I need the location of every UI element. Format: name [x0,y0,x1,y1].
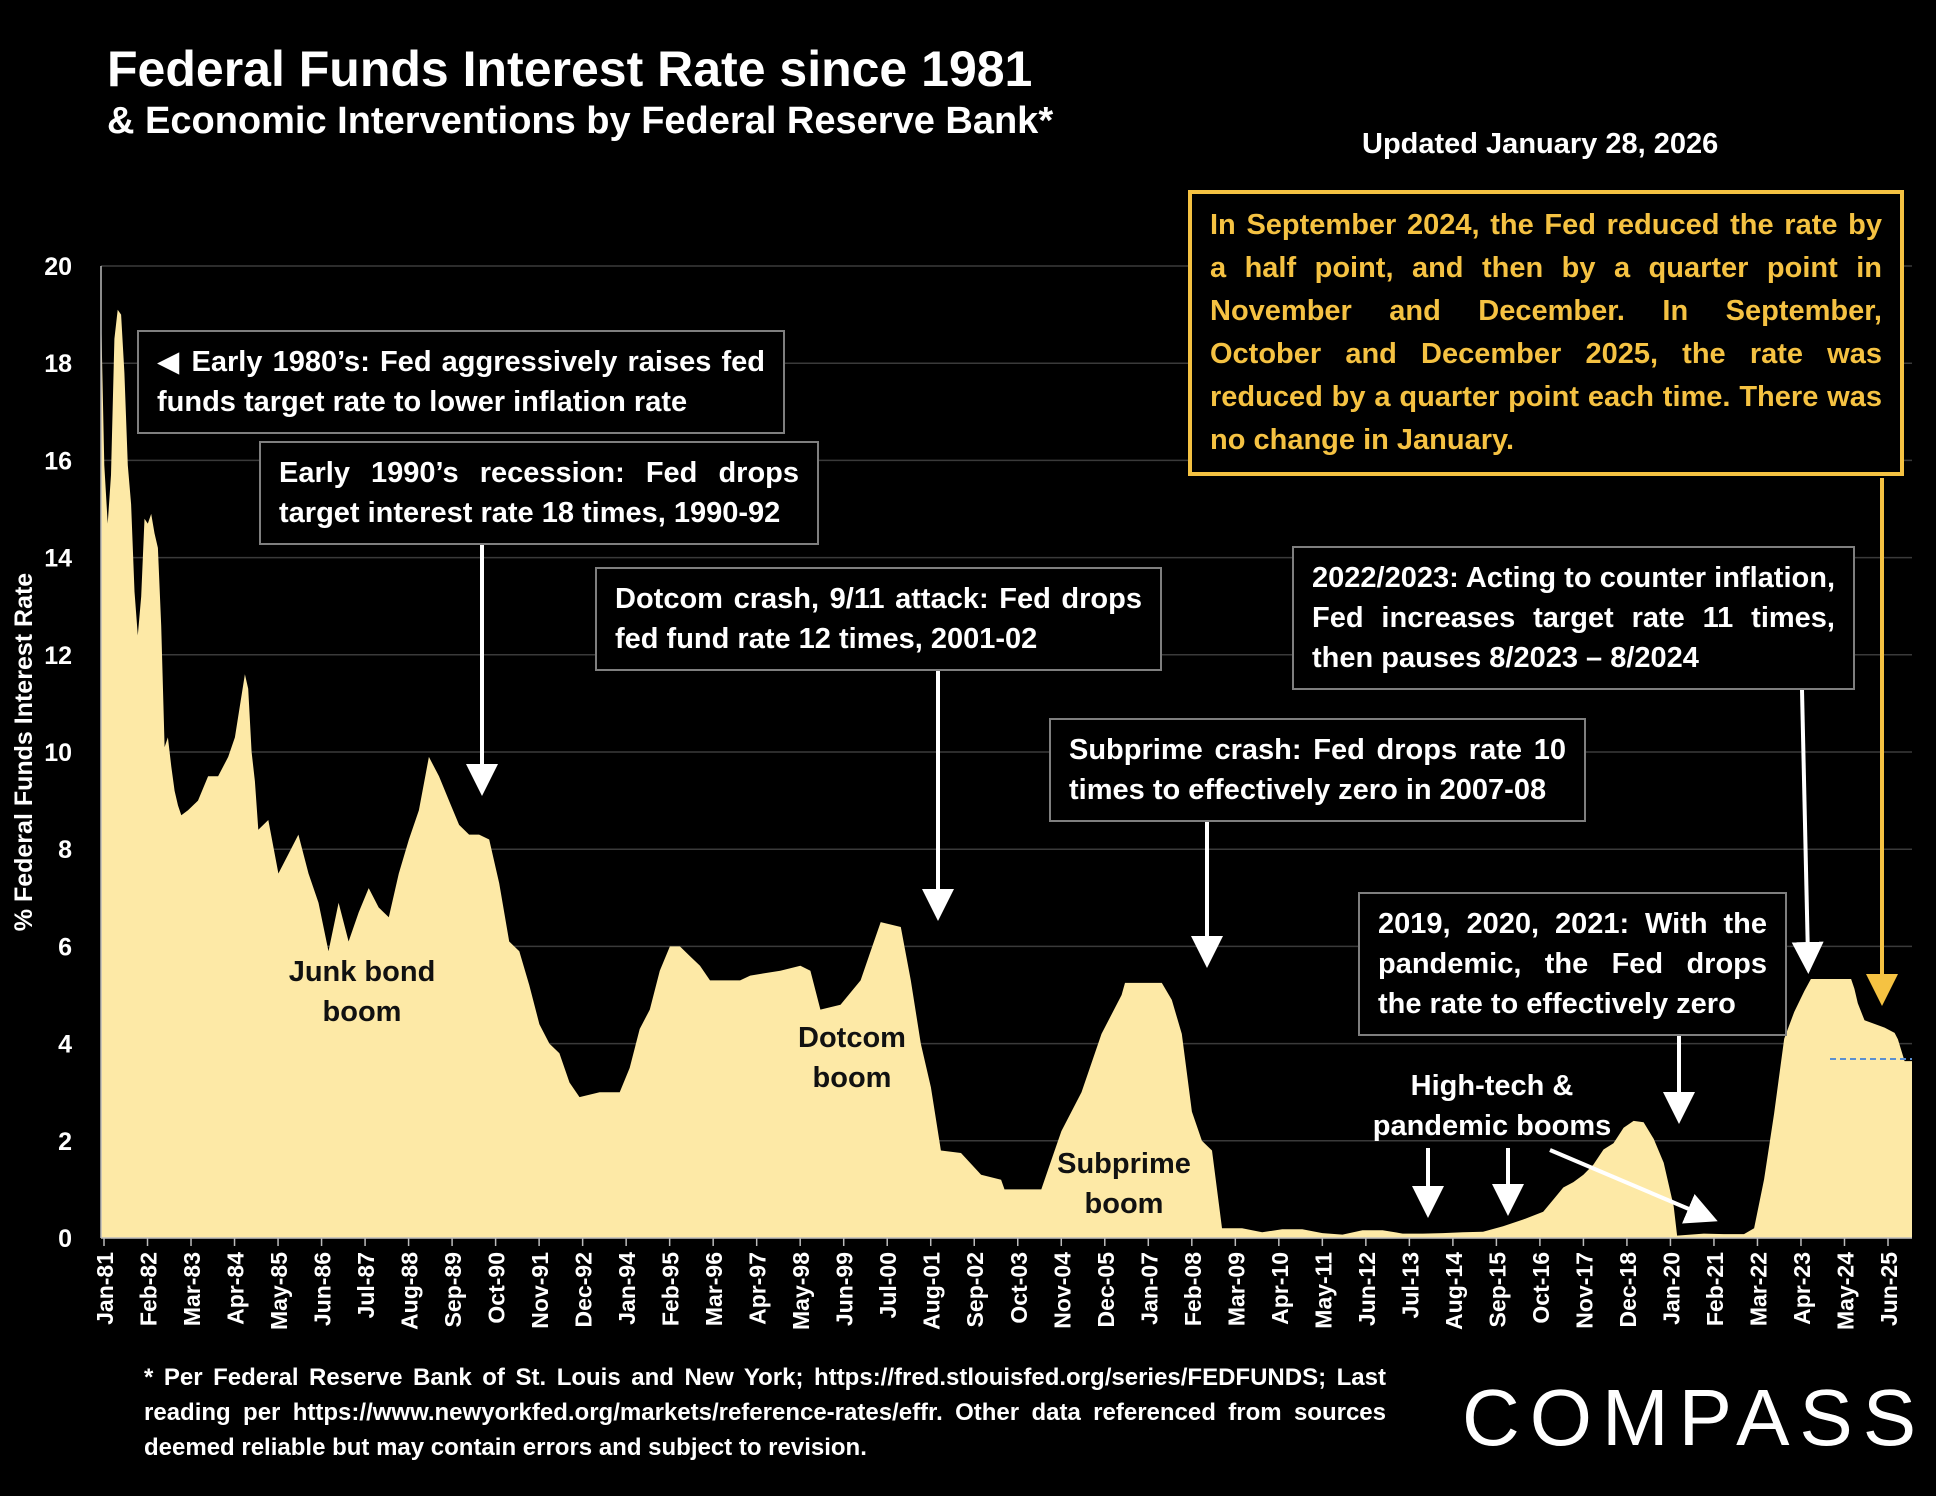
x-tick-label: Aug-01 [919,1252,945,1330]
x-tick-label: Feb-08 [1180,1252,1206,1326]
y-tick-label: 8 [58,836,72,864]
y-tick-label: 12 [44,642,72,670]
x-tick-label: May-11 [1310,1252,1336,1329]
x-tick-label: Jul-00 [875,1252,901,1318]
label-hightech-line2: pandemic booms [1372,1110,1612,1142]
callout-2022-2023: 2022/2023: Acting to counter inflation, … [1292,546,1855,690]
label-subprime-boom: Subprime boom [1034,1144,1214,1224]
x-tick-label: Aug-88 [397,1252,423,1330]
y-tick-label: 6 [58,933,72,961]
x-tick-label: Oct-03 [1006,1252,1032,1324]
x-tick-label: Dec-05 [1093,1252,1119,1328]
x-tick-label: Apr-10 [1267,1252,1293,1325]
x-tick-label: Jul-13 [1397,1252,1423,1318]
y-axis-label: % Federal Funds Interest Rate [10,573,38,932]
y-tick-label: 14 [44,545,72,573]
callout-september-2024: In September 2024, the Fed reduced the r… [1188,190,1904,476]
x-tick-label: Apr-23 [1789,1252,1815,1325]
label-hightech-line1: High-tech & [1410,1070,1574,1102]
x-tick-label: Feb-21 [1702,1252,1728,1326]
x-tick-label: Jan-94 [614,1252,640,1325]
x-tick-label: May-24 [1832,1252,1858,1330]
x-tick-label: Mar-09 [1223,1252,1249,1326]
x-tick-label: Jan-07 [1136,1252,1162,1325]
rate-area-series [101,309,1912,1238]
callout-pandemic: 2019, 2020, 2021: With the pandemic, the… [1358,892,1787,1036]
x-tick-label: Apr-97 [745,1252,771,1325]
x-tick-label: Sep-15 [1484,1252,1510,1328]
x-tick-label: Mar-22 [1745,1252,1771,1326]
callout-subprime: Subprime crash: Fed drops rate 10 times … [1049,718,1586,822]
arrow-hightech-3 [1549,1148,1718,1224]
x-tick-label: Aug-14 [1441,1252,1467,1330]
x-tick-label: Sep-02 [962,1252,988,1327]
x-tick-label: Feb-95 [658,1252,684,1326]
label-subprime-line2: boom [1084,1188,1164,1220]
x-tick-label: Nov-91 [527,1252,553,1329]
y-tick-label: 10 [44,739,72,767]
y-tick-label: 16 [44,447,72,475]
x-tick-label: May-98 [788,1252,814,1330]
label-dotcom-boom: Dotcom boom [772,1018,932,1098]
updated-date: Updated January 28, 2026 [1362,128,1719,160]
x-tick-label: Nov-17 [1571,1252,1597,1329]
x-tick-label: May-85 [266,1252,292,1330]
x-tick-label: Nov-04 [1049,1252,1075,1329]
label-dotcom-line1: Dotcom [798,1022,906,1054]
x-tick-label: Jun-25 [1876,1252,1902,1326]
y-tick-label: 18 [44,350,72,378]
x-tick-label: Oct-16 [1528,1252,1554,1324]
x-tick-label: Jan-20 [1658,1252,1684,1325]
y-tick-label: 20 [44,253,72,281]
x-tick-label: Jun-12 [1354,1252,1380,1326]
x-tick-label: Jun-86 [310,1252,336,1326]
x-tick-label: Sep-89 [440,1252,466,1327]
x-tick-label: Apr-84 [223,1252,249,1325]
x-tick-label: Dec-18 [1615,1252,1641,1328]
y-tick-label: 4 [58,1031,72,1059]
y-tick-label: 2 [58,1128,72,1156]
label-junk-bond-line1: Junk bond [288,956,436,988]
chart-title: Federal Funds Interest Rate since 1981 [107,41,1033,97]
x-tick-label: Oct-90 [484,1252,510,1324]
x-tick-label: Feb-82 [136,1252,162,1326]
x-tick-label: Mar-83 [179,1252,205,1326]
label-subprime-line1: Subprime [1057,1148,1191,1180]
callout-early-1980s: ◀ Early 1980’s: Fed aggressively raises … [137,330,785,434]
x-tick-label: Dec-92 [571,1252,597,1327]
callout-dotcom: Dotcom crash, 9/11 attack: Fed drops fed… [595,567,1162,671]
label-junk-bond-boom: Junk bond boom [282,952,442,1032]
x-tick-label: Jul-87 [353,1252,379,1318]
x-tick-label: Jan-81 [92,1252,118,1325]
x-tick-label: Mar-96 [701,1252,727,1326]
arrow-2022-2023 [1791,689,1824,974]
chart-subtitle: & Economic Interventions by Federal Rese… [107,100,1054,142]
x-tick-label: Jun-99 [832,1252,858,1326]
label-hightech-pandemic-booms: High-tech & pandemic booms [1362,1066,1622,1146]
y-tick-label: 0 [58,1225,72,1253]
label-junk-bond-line2: boom [322,996,402,1028]
callout-early-1990s: Early 1990’s recession: Fed drops target… [259,441,819,545]
compass-logo: COMPASS [1462,1373,1927,1462]
label-dotcom-line2: boom [812,1062,892,1094]
footnote: * Per Federal Reserve Bank of St. Louis … [144,1364,1386,1461]
